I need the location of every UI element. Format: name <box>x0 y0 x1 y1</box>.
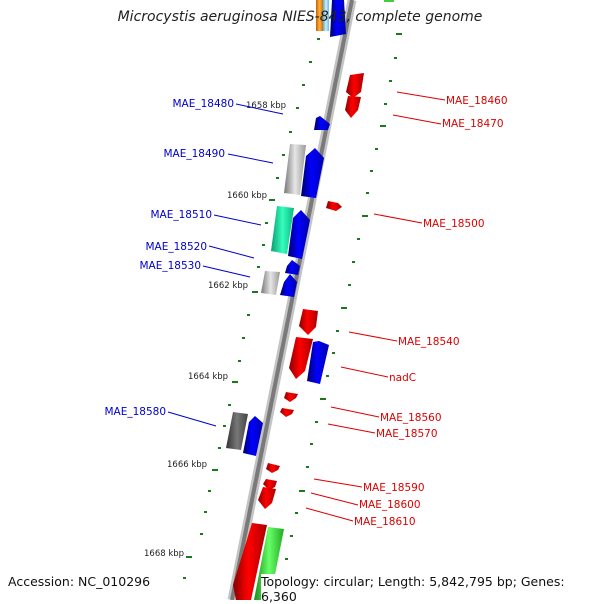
gene-label: MAE_18480 <box>172 98 234 110</box>
outer-tick-ring <box>285 33 402 560</box>
right-gene-labels: MAE_18460 MAE_18470 MAE_18500 MAE_18540 … <box>354 95 508 528</box>
gene-arrow <box>307 341 329 384</box>
gene-label: MAE_18530 <box>139 260 201 272</box>
gene-label: MAE_18510 <box>150 209 212 221</box>
gene-label: MAE_18470 <box>442 118 504 130</box>
gene-arrow <box>284 392 298 402</box>
kbp-label: 1660 kbp <box>227 191 267 201</box>
gene-label: MAE_18560 <box>380 412 442 424</box>
genome-backbone-core <box>230 0 354 600</box>
accession-text: Accession: NC_010296 <box>8 574 151 589</box>
gene-arrow <box>258 487 276 509</box>
gene-arrow <box>326 201 342 211</box>
gene-arrow <box>233 523 267 600</box>
gene-label: MAE_18520 <box>145 241 207 253</box>
inner-tick-ring <box>183 14 325 579</box>
gene-arrow <box>285 260 300 275</box>
kbp-label: 1668 kbp <box>144 549 184 559</box>
gene-label: MAE_18540 <box>398 336 460 348</box>
gene-label: MAE_18600 <box>359 499 421 511</box>
gene-arrow <box>301 148 324 198</box>
gene-label: MAE_18590 <box>363 482 425 494</box>
gene-block <box>261 271 280 295</box>
gene-arrow <box>345 96 361 118</box>
gene-arrow <box>289 337 313 379</box>
kbp-label: 1666 kbp <box>167 460 207 470</box>
gene-label: MAE_18570 <box>376 428 438 440</box>
gene-arrow <box>263 479 277 490</box>
forward-genes <box>243 116 330 456</box>
top-partial-genes <box>316 0 394 37</box>
gene-arrow <box>346 73 364 98</box>
map-title: Microcystis aeruginosa NIES-843, complet… <box>117 9 483 25</box>
other-genes <box>226 144 306 600</box>
gene-block <box>271 206 294 254</box>
left-gene-labels: MAE_18480 MAE_18490 MAE_18510 MAE_18520 … <box>104 98 234 418</box>
gene-arrow <box>243 416 263 456</box>
gene-arrow <box>288 210 310 259</box>
kbp-label: 1664 kbp <box>188 372 228 382</box>
gene-arrow <box>314 116 330 130</box>
gene-arrow <box>266 463 280 473</box>
gene-arrow <box>280 274 297 297</box>
kbp-label: 1658 kbp <box>246 101 286 111</box>
gene-label: MAE_18460 <box>446 95 508 107</box>
gene-label: nadC <box>389 372 416 384</box>
gene-label: MAE_18580 <box>104 406 166 418</box>
gene-label: MAE_18500 <box>423 218 485 230</box>
left-leader-lines <box>167 103 284 427</box>
gene-arrow <box>280 408 294 417</box>
gene-block <box>226 412 248 450</box>
reverse-genes <box>233 73 364 600</box>
gene-label: MAE_18610 <box>354 516 416 528</box>
gene-block <box>284 144 306 195</box>
right-leader-lines <box>305 91 446 522</box>
gene-label: MAE_18490 <box>163 148 225 160</box>
kbp-labels: 1658 kbp 1660 kbp 1662 kbp 1664 kbp 1666… <box>144 101 286 559</box>
kbp-label: 1662 kbp <box>208 281 248 291</box>
gene-arrow <box>299 309 318 335</box>
